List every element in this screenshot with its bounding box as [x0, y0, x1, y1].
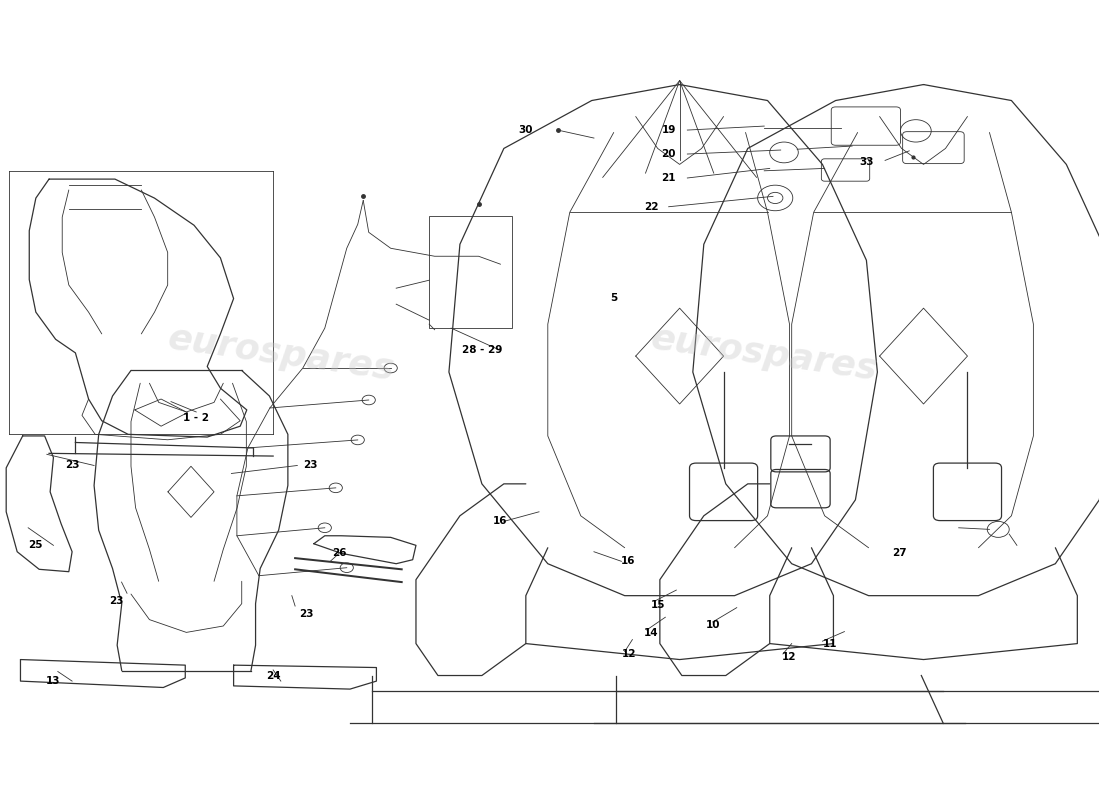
Text: 23: 23 — [299, 609, 314, 619]
Text: 22: 22 — [644, 202, 658, 212]
Text: 16: 16 — [493, 516, 508, 526]
Text: 23: 23 — [109, 596, 123, 606]
Text: 19: 19 — [661, 125, 675, 135]
Text: 24: 24 — [266, 670, 280, 681]
Text: 12: 12 — [621, 649, 636, 659]
Text: 27: 27 — [892, 548, 906, 558]
Text: 10: 10 — [705, 620, 719, 630]
Text: 25: 25 — [29, 540, 43, 550]
Bar — [429, 216, 512, 328]
Text: 28 - 29: 28 - 29 — [462, 346, 502, 355]
Text: 33: 33 — [859, 157, 873, 167]
Text: eurospares: eurospares — [165, 321, 396, 386]
Text: 14: 14 — [644, 628, 659, 638]
Text: 23: 23 — [65, 461, 79, 470]
Text: 11: 11 — [823, 638, 837, 649]
Text: 1 - 2: 1 - 2 — [184, 414, 209, 423]
Text: 15: 15 — [650, 600, 664, 610]
Text: 20: 20 — [661, 149, 675, 159]
Text: 12: 12 — [782, 652, 796, 662]
Text: 30: 30 — [518, 125, 534, 135]
Text: 26: 26 — [332, 548, 346, 558]
Text: 5: 5 — [610, 293, 617, 302]
Text: eurospares: eurospares — [649, 321, 880, 386]
Text: 23: 23 — [304, 461, 318, 470]
Text: 13: 13 — [46, 676, 60, 686]
Text: 16: 16 — [620, 556, 636, 566]
Text: 21: 21 — [661, 173, 675, 183]
